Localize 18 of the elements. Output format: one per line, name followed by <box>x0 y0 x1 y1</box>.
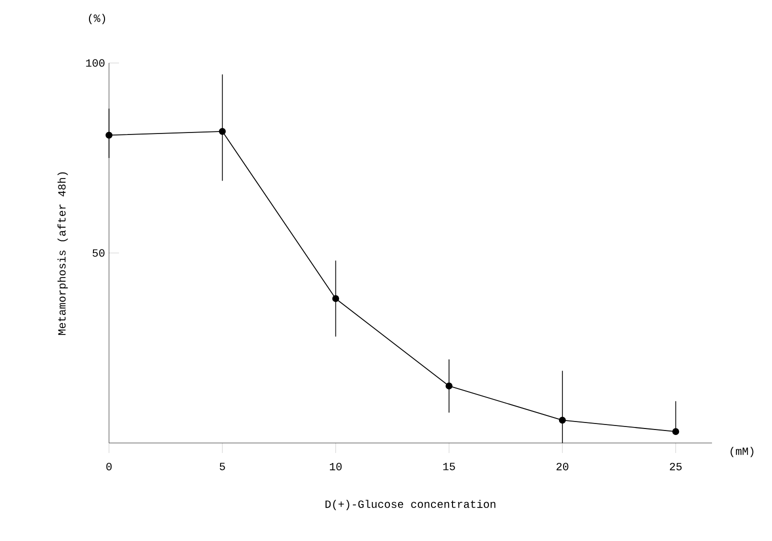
x-tick-label: 10 <box>330 462 342 470</box>
x-tick-label: 20 <box>556 462 568 470</box>
point <box>332 295 340 302</box>
point <box>558 416 566 424</box>
point <box>672 428 680 436</box>
x-tick-label: 15 <box>443 462 455 470</box>
text: (mM) <box>730 446 754 458</box>
point <box>446 382 452 390</box>
x-tick-label: 0 <box>106 462 112 470</box>
y-axis-title: Metamorphosis (after 48h) <box>58 172 68 335</box>
y-tick-label: 50 <box>92 249 104 257</box>
x-axis-title: D(+)-Glucose concentration <box>326 500 496 510</box>
point <box>106 132 112 139</box>
y-tick-label: 100 <box>86 59 104 67</box>
text: (%) <box>88 14 106 24</box>
point <box>218 128 226 135</box>
x-tick-label: 5 <box>220 462 225 470</box>
x-tick-label: 25 <box>670 462 682 470</box>
